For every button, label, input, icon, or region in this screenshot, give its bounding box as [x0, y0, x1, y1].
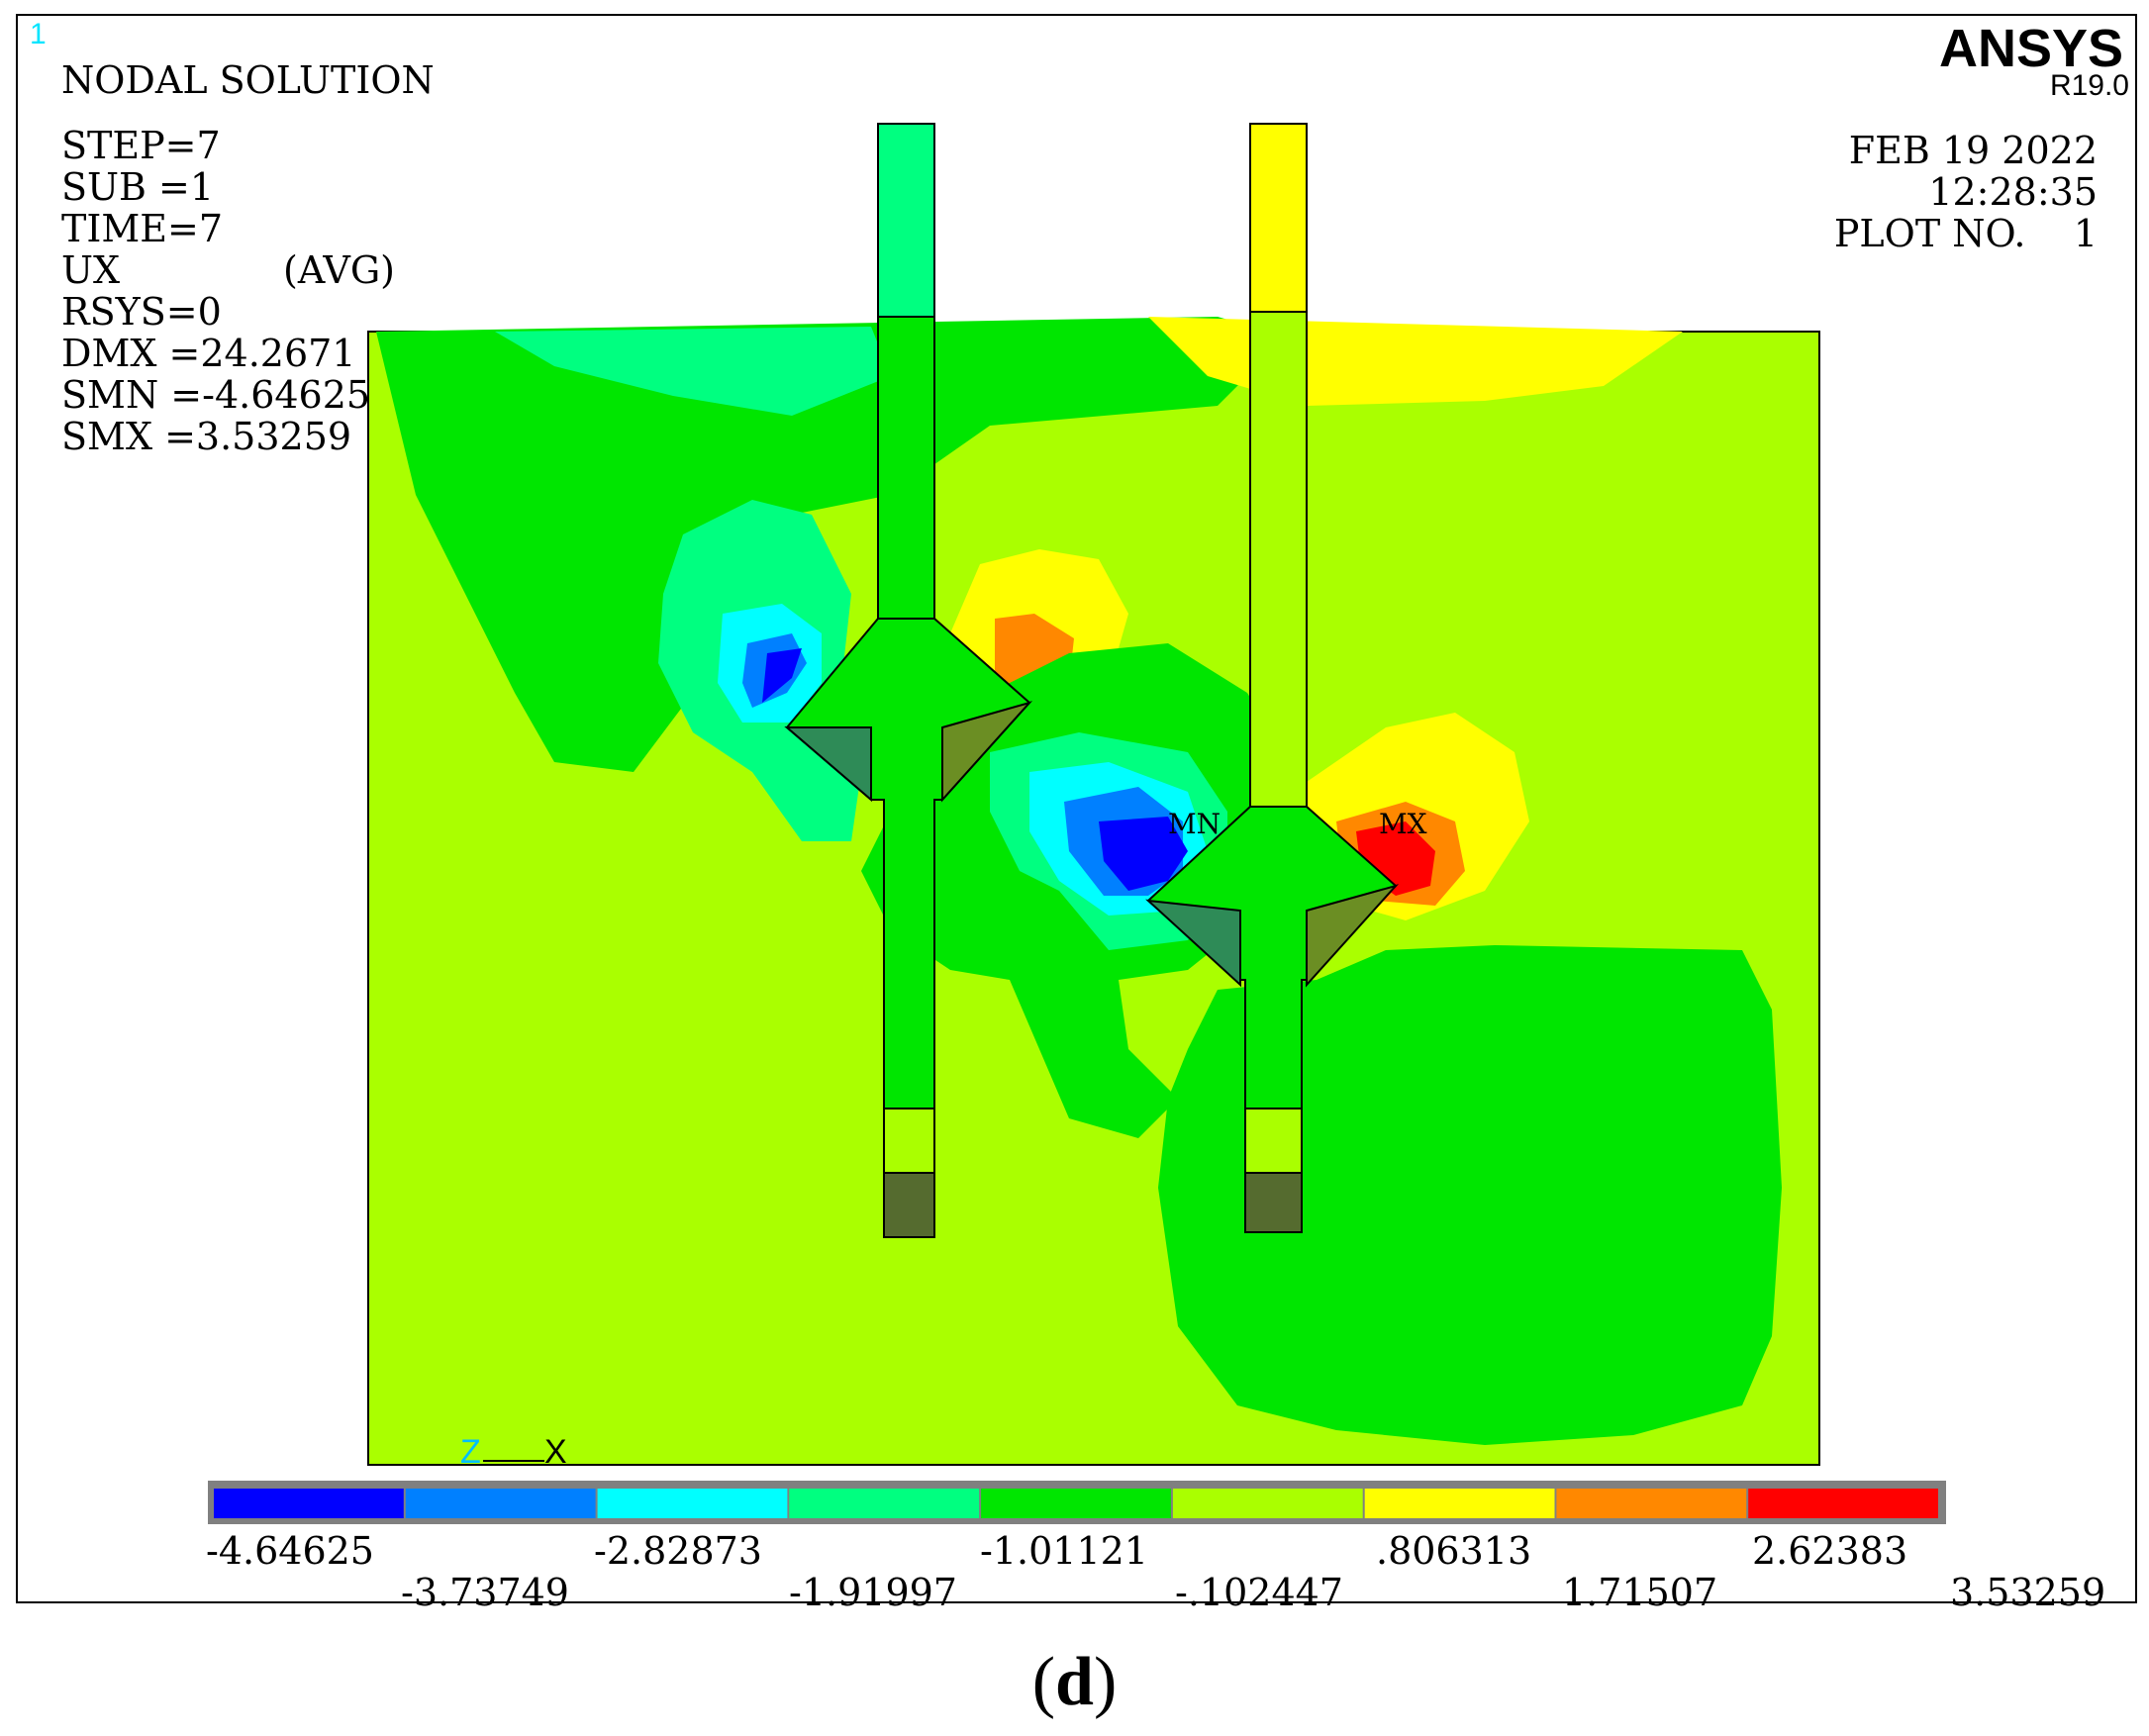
legend-label-top-4: .806313: [1376, 1529, 1532, 1573]
step-label: STEP=7: [61, 124, 221, 167]
plot-number-label: PLOT NO. 1: [1833, 212, 2098, 255]
smx-label: SMX =3.53259: [61, 415, 352, 458]
plot-title: NODAL SOLUTION: [61, 58, 435, 102]
pile-left-tip-cap: [883, 1172, 935, 1238]
legend-swatch: [597, 1489, 788, 1518]
legend-swatch: [981, 1489, 1171, 1518]
variable-label: UX: [61, 248, 121, 292]
legend-swatch: [214, 1489, 404, 1518]
legend-swatch: [405, 1489, 596, 1518]
pile-right-wing-left: [1145, 899, 1241, 988]
pile-right-shaft: [1249, 311, 1308, 808]
contour-green-top: [376, 317, 1287, 772]
release-label: R19.0: [2049, 69, 2129, 102]
pile-left-wing-left: [784, 726, 872, 803]
contour-darkblue-mid: [1099, 817, 1188, 891]
legend-label-bottom-1: -3.73749: [401, 1571, 569, 1614]
pile-right-tip-cap: [1244, 1172, 1303, 1233]
averaging-label: (AVG): [283, 248, 395, 292]
caption-letter: d: [1055, 1644, 1094, 1720]
axis-z-label: Z: [460, 1433, 481, 1471]
caption-close: ): [1093, 1644, 1118, 1720]
min-marker: MN: [1168, 808, 1221, 840]
sub-label: SUB =1: [61, 165, 215, 209]
contour-teal-top: [495, 327, 891, 416]
pile-right-shaft-top: [1249, 123, 1308, 313]
legend-label-top-2: -2.82873: [594, 1529, 762, 1573]
legend-swatch: [1748, 1489, 1938, 1518]
clock-label: 12:28:35: [1928, 170, 2098, 214]
pile-left-wing-right: [941, 701, 1033, 803]
legend-swatch: [789, 1489, 980, 1518]
legend-label-top-1: -4.64625: [206, 1529, 374, 1573]
caption-open: (: [1031, 1644, 1056, 1720]
brand-logo: ANSYS: [1938, 19, 2123, 78]
dmx-label: DMX =24.2671: [61, 332, 356, 375]
legend-swatches: [214, 1489, 1938, 1518]
legend-swatch: [1172, 1489, 1363, 1518]
max-marker: MX: [1379, 808, 1427, 840]
figure-caption: (d): [0, 1643, 2149, 1722]
legend-swatch: [1364, 1489, 1555, 1518]
legend-label-bottom-4: 1.71507: [1562, 1571, 1718, 1614]
legend-label-bottom-5: 3.53259: [1950, 1571, 2106, 1614]
pile-left-shaft-lower: [877, 316, 935, 620]
legend-swatch: [1556, 1489, 1747, 1518]
pile-right-wing-right: [1306, 884, 1400, 988]
time-label: TIME=7: [61, 207, 224, 250]
axis-x-label: X: [544, 1433, 567, 1471]
legend-label-top-5: 2.62383: [1752, 1529, 1908, 1573]
legend-label-top-3: -1.01121: [980, 1529, 1148, 1573]
rsys-label: RSYS=0: [61, 290, 222, 334]
window-number: 1: [30, 18, 47, 50]
date-label: FEB 19 2022: [1848, 129, 2098, 172]
contour-green-bottom: [1158, 945, 1782, 1445]
legend-label-bottom-2: -1.91997: [789, 1571, 957, 1614]
smn-label: SMN =-4.64625: [61, 373, 371, 417]
legend-label-bottom-3: -.102447: [1175, 1571, 1343, 1614]
contour-darkblue-left: [762, 648, 802, 703]
